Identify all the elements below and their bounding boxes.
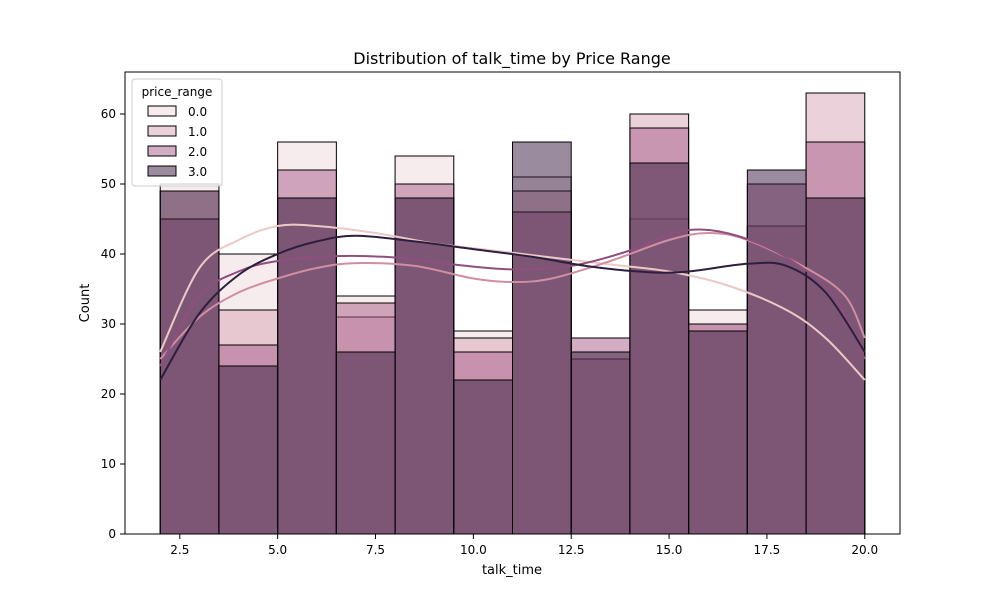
y-tick-label-3: 30 xyxy=(101,317,116,331)
y-tick-label-5: 50 xyxy=(101,177,116,191)
legend-title: price_range xyxy=(142,85,213,99)
bars-layer xyxy=(159,92,866,535)
legend-label-1.0: 1.0 xyxy=(188,125,207,139)
legend-swatch-1.0 xyxy=(147,125,177,137)
x-tick-label-7: 20.0 xyxy=(851,543,878,557)
bar-series-3.0-bin-10 xyxy=(746,169,807,535)
bar-series-3.0-bin-11 xyxy=(805,197,866,535)
x-tick-label-5: 15.0 xyxy=(656,543,683,557)
bar-series-3.0-bin-7 xyxy=(570,351,631,535)
x-tick-label-4: 12.5 xyxy=(558,543,585,557)
y-tick-label-6: 60 xyxy=(101,107,116,121)
bar-series-3.0-bin-8 xyxy=(629,162,690,535)
x-tick-label-1: 5.0 xyxy=(268,543,287,557)
x-tick-label-3: 10.0 xyxy=(460,543,487,557)
x-tick-label-0: 2.5 xyxy=(170,543,189,557)
bar-series-3.0-bin-4 xyxy=(394,197,455,535)
legend-items: 0.0 1.0 2.0 3.0 xyxy=(147,105,207,179)
bar-series-3.0-bin-2 xyxy=(277,197,337,535)
y-axis-label: Count xyxy=(78,284,93,323)
axes-layer: 2.5 5.0 7.5 10.0 12.5 15.0 17.5 20.0 0 10 20 30 40 50… xyxy=(101,107,878,557)
legend: price_range 0.0 1.0 2.0 3.0 xyxy=(131,78,223,187)
bar-series-3.0-bin-5 xyxy=(453,379,513,535)
legend-label-3.0: 3.0 xyxy=(188,165,207,179)
bar-series-3.0-bin-3 xyxy=(335,351,396,535)
plot-frame xyxy=(124,71,901,535)
y-tick-label-1: 10 xyxy=(101,457,116,471)
x-axis-label: talk_time xyxy=(482,563,542,578)
x-tick-label-6: 17.5 xyxy=(754,543,781,557)
chart-title: Distribution of talk_time by Price Range xyxy=(353,49,671,69)
bar-series-3.0-bin-9 xyxy=(688,330,748,535)
legend-swatch-2.0 xyxy=(147,145,177,157)
y-tick-label-2: 20 xyxy=(101,387,116,401)
kde-line-3.0 xyxy=(159,234,866,381)
legend-label-2.0: 2.0 xyxy=(188,145,207,159)
y-tick-label-0: 0 xyxy=(108,527,116,541)
x-tick-label-2: 7.5 xyxy=(366,543,385,557)
kde-line-0.0 xyxy=(159,223,866,381)
legend-swatch-3.0 xyxy=(147,165,177,177)
bar-series-3.0-bin-1 xyxy=(218,365,279,535)
bar-series-3.0-bin-6 xyxy=(512,141,572,535)
kde-layer xyxy=(159,223,866,381)
y-tick-label-4: 40 xyxy=(101,247,116,261)
legend-label-0.0: 0.0 xyxy=(188,105,207,119)
legend-swatch-0.0 xyxy=(147,105,177,117)
